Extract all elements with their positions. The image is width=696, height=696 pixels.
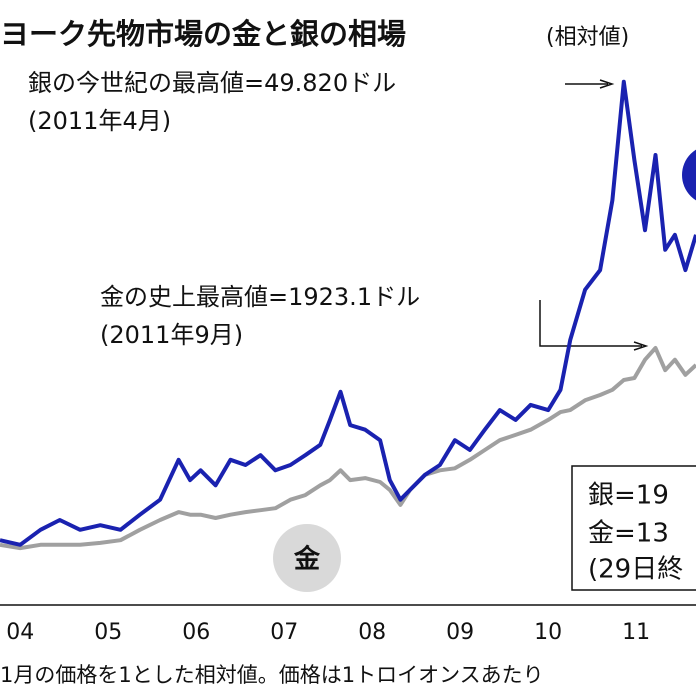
silver-marker (682, 149, 696, 201)
chart-title: ヨーク先物市場の金と銀の相場 (0, 17, 406, 51)
box-text: 金=13 (588, 519, 669, 549)
annotation: 金の史上最高値=1923.1ドル (100, 283, 420, 311)
x-tick-label: 11 (622, 620, 650, 645)
arrow (565, 79, 615, 89)
chart-subtitle: (相対値) (546, 25, 629, 50)
arrow (539, 300, 649, 351)
x-tick-label: 05 (94, 620, 122, 645)
info-box (571, 465, 696, 591)
annotation: (2011年9月) (100, 321, 243, 349)
legend-label: 金 (293, 544, 321, 575)
x-tick-label: 07 (270, 620, 298, 645)
x-tick-label: 08 (358, 620, 386, 645)
gold-marker (273, 524, 341, 592)
x-tick-label: 10 (534, 620, 562, 645)
box-text: (29日終 (588, 555, 683, 585)
series-line (0, 346, 696, 551)
series-line (0, 79, 696, 547)
x-tick-label: 06 (182, 620, 210, 645)
box-text: 銀=19 (588, 481, 669, 511)
note: 1月の価格を1とした相対値。価格は1トロイオンスあたり (0, 663, 544, 687)
x-tick-label: 04 (6, 620, 34, 645)
annotation: 銀の今世紀の最高値=49.820ドル (28, 69, 396, 97)
annotation: (2011年4月) (28, 107, 171, 135)
x-tick-label: 09 (446, 620, 474, 645)
